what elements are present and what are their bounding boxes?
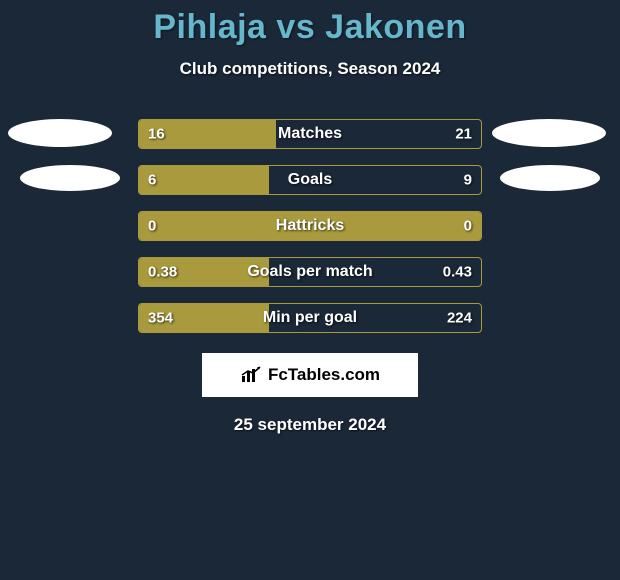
- stat-value-left: 16: [148, 126, 165, 143]
- stat-label: Min per goal: [263, 309, 357, 327]
- bar-fill: [139, 166, 269, 194]
- stat-value-right: 9: [464, 172, 472, 189]
- brand-badge[interactable]: FcTables.com: [202, 353, 418, 397]
- stat-row-goals-per-match: 0.38 0.43 Goals per match: [0, 257, 620, 287]
- stat-value-right: 224: [447, 310, 472, 327]
- stat-label: Hattricks: [276, 217, 344, 235]
- brand-text: FcTables.com: [268, 365, 380, 385]
- stat-row-hattricks: 0 0 Hattricks: [0, 211, 620, 241]
- stat-label: Goals: [288, 171, 332, 189]
- date-label: 25 september 2024: [0, 415, 620, 435]
- stat-rows: 16 21 Matches 6 9 Goals 0 0 Hattricks 0.38 0.43 Goa…: [0, 119, 620, 333]
- comparison-chart: 16 21 Matches 6 9 Goals 0 0 Hattricks 0.38 0.43 Goa…: [0, 119, 620, 435]
- stat-value-right: 21: [455, 126, 472, 143]
- stat-row-matches: 16 21 Matches: [0, 119, 620, 149]
- stat-value-right: 0.43: [443, 264, 472, 281]
- page-subtitle: Club competitions, Season 2024: [0, 59, 620, 79]
- page-title: Pihlaja vs Jakonen: [0, 8, 620, 47]
- stat-value-left: 0: [148, 218, 156, 235]
- stat-value-right: 0: [464, 218, 472, 235]
- stat-row-goals: 6 9 Goals: [0, 165, 620, 195]
- stat-value-left: 0.38: [148, 264, 177, 281]
- stat-label: Matches: [278, 125, 342, 143]
- stat-value-left: 354: [148, 310, 173, 327]
- stat-value-left: 6: [148, 172, 156, 189]
- stat-row-min-per-goal: 354 224 Min per goal: [0, 303, 620, 333]
- header: Pihlaja vs Jakonen Club competitions, Se…: [0, 0, 620, 79]
- stat-label: Goals per match: [247, 263, 372, 281]
- chart-icon: [240, 366, 262, 384]
